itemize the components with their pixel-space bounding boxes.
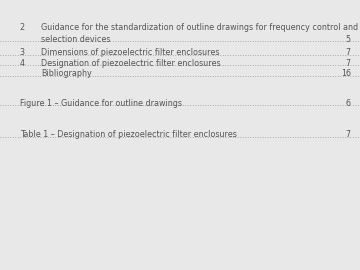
Text: 3: 3 xyxy=(20,48,25,57)
Text: Guidance for the standardization of outline drawings for frequency control and: Guidance for the standardization of outl… xyxy=(41,23,359,32)
Text: 7: 7 xyxy=(346,59,351,68)
Text: ................................................................................: ........................................… xyxy=(0,99,360,108)
Text: Dimensions of piezoelectric filter enclosures: Dimensions of piezoelectric filter enclo… xyxy=(41,48,220,57)
Text: Bibliography: Bibliography xyxy=(41,69,92,78)
Text: 16: 16 xyxy=(341,69,351,78)
Text: ................................................................................: ........................................… xyxy=(0,49,360,58)
Text: 2: 2 xyxy=(20,23,25,32)
Text: ................................................................................: ........................................… xyxy=(0,131,360,140)
Text: Designation of piezoelectric filter enclosures: Designation of piezoelectric filter encl… xyxy=(41,59,221,68)
Text: ................................................................................: ........................................… xyxy=(0,35,360,44)
Text: Figure 1 – Guidance for outline drawings: Figure 1 – Guidance for outline drawings xyxy=(20,99,182,107)
Text: 7: 7 xyxy=(346,130,351,139)
Text: 7: 7 xyxy=(346,48,351,57)
Text: 4: 4 xyxy=(20,59,25,68)
Text: 6: 6 xyxy=(346,99,351,107)
Text: selection devices: selection devices xyxy=(41,35,111,43)
Text: ................................................................................: ........................................… xyxy=(0,70,360,79)
Text: 5: 5 xyxy=(346,35,351,43)
Text: Table 1 – Designation of piezoelectric filter enclosures: Table 1 – Designation of piezoelectric f… xyxy=(20,130,237,139)
Text: ................................................................................: ........................................… xyxy=(0,59,360,68)
